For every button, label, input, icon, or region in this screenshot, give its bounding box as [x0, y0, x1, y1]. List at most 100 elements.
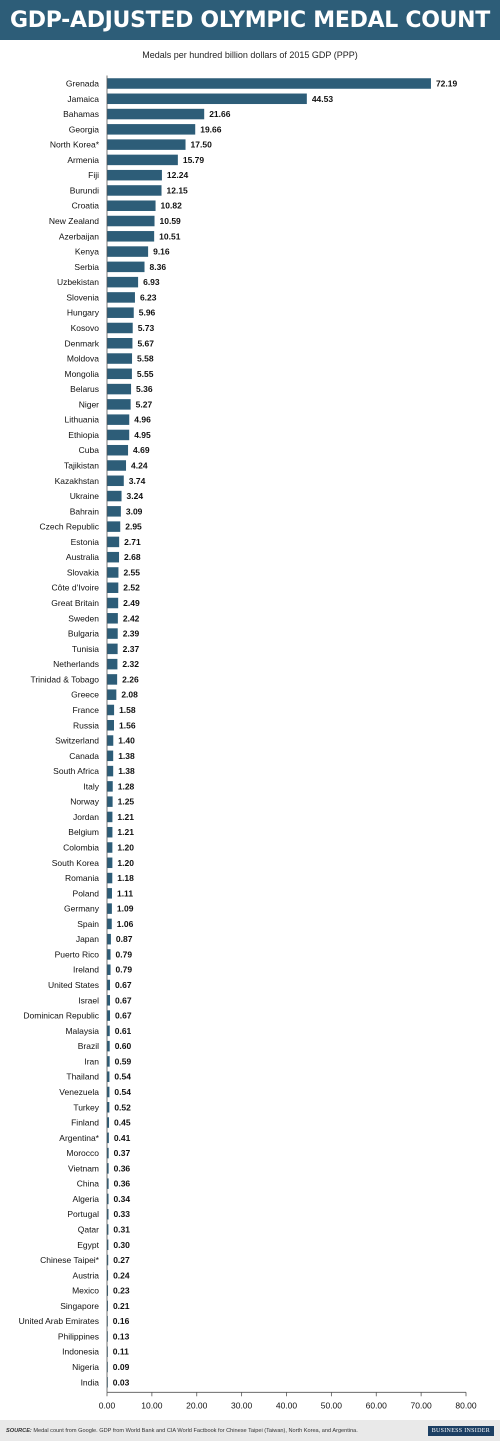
x-tick-label: 10.00 — [141, 1400, 163, 1410]
category-label: Kenya — [75, 247, 99, 257]
category-label: Jordan — [73, 812, 99, 822]
category-label: Puerto Rico — [55, 949, 100, 959]
bar — [107, 1193, 109, 1205]
category-label: Belarus — [70, 384, 99, 394]
category-label: Morocco — [66, 1148, 99, 1158]
bar — [107, 720, 115, 731]
category-label: Bulgaria — [68, 629, 99, 639]
value-label: 0.13 — [113, 1331, 130, 1341]
bar — [107, 1163, 109, 1174]
category-label: Algeria — [73, 1194, 100, 1204]
x-tick-label: 50.00 — [321, 1400, 343, 1410]
bar — [107, 353, 133, 364]
category-label: South Korea — [52, 858, 100, 868]
bar — [107, 1071, 110, 1082]
value-label: 0.03 — [113, 1377, 130, 1387]
category-label: Nigeria — [72, 1362, 99, 1372]
bar — [107, 200, 156, 211]
value-label: 2.71 — [124, 537, 141, 547]
category-label: Czech Republic — [39, 522, 99, 532]
bar — [107, 781, 113, 792]
category-label: Georgia — [69, 124, 100, 134]
bar — [107, 169, 162, 181]
value-label: 0.16 — [113, 1316, 130, 1326]
category-label: Ethiopia — [68, 430, 99, 440]
category-label: Qatar — [78, 1225, 99, 1235]
bar — [107, 93, 307, 105]
category-label: Israel — [78, 995, 99, 1005]
value-label: 1.40 — [118, 736, 135, 746]
value-label: 0.67 — [115, 995, 132, 1005]
category-label: Croatia — [72, 201, 100, 211]
value-label: 0.24 — [113, 1270, 130, 1280]
bar — [107, 1224, 109, 1235]
value-label: 0.79 — [116, 949, 133, 959]
value-label: 10.82 — [161, 201, 183, 211]
value-label: 10.51 — [159, 231, 181, 241]
source-note: SOURCE: Medal count from Google. GDP fro… — [6, 1428, 358, 1434]
bar — [107, 108, 205, 120]
category-label: Germany — [64, 904, 100, 914]
brand-logo: BUSINESS INSIDER — [427, 1425, 494, 1436]
category-label: Hungary — [67, 308, 100, 318]
bar — [107, 1086, 110, 1098]
bar — [107, 903, 112, 914]
value-label: 5.36 — [136, 384, 153, 394]
category-label: South Africa — [53, 766, 99, 776]
value-label: 2.42 — [123, 613, 140, 623]
value-label: 0.60 — [115, 1041, 132, 1051]
value-label: 6.23 — [140, 292, 157, 302]
value-label: 4.95 — [134, 430, 151, 440]
bar — [107, 949, 111, 960]
value-label: 1.25 — [118, 797, 135, 807]
category-label: Niger — [79, 399, 99, 409]
bar — [107, 704, 115, 716]
category-label: Azerbaijan — [59, 231, 99, 241]
category-label: Argentina* — [59, 1133, 99, 1143]
category-label: Bahrain — [70, 506, 100, 516]
x-tick-label: 40.00 — [276, 1400, 298, 1410]
category-label: Switzerland — [55, 736, 99, 746]
category-label: Burundi — [70, 185, 99, 195]
value-label: 0.09 — [113, 1362, 130, 1372]
value-label: 0.67 — [115, 1011, 132, 1021]
category-label: Côte d'Ivoire — [52, 583, 100, 593]
category-label: North Korea* — [50, 140, 100, 150]
value-label: 2.49 — [123, 598, 140, 608]
category-label: Japan — [76, 934, 99, 944]
bar — [107, 78, 431, 89]
bar — [107, 979, 111, 991]
category-label: Jamaica — [67, 94, 99, 104]
bar — [107, 307, 134, 318]
bar — [107, 597, 119, 609]
bar — [107, 643, 118, 655]
category-label: Ukraine — [70, 491, 100, 501]
category-label: Mongolia — [65, 369, 100, 379]
bar — [107, 628, 118, 639]
category-label: Philippines — [58, 1331, 99, 1341]
value-label: 0.41 — [114, 1133, 131, 1143]
bar — [107, 124, 196, 135]
category-label: Belgium — [68, 827, 99, 837]
value-label: 0.33 — [113, 1209, 130, 1219]
value-label: 6.93 — [143, 277, 160, 287]
bar — [107, 1025, 110, 1037]
category-label: Malaysia — [65, 1026, 99, 1036]
value-label: 2.95 — [125, 522, 142, 532]
category-label: China — [77, 1179, 99, 1189]
x-tick-label: 30.00 — [231, 1400, 253, 1410]
category-label: Moldova — [67, 354, 99, 364]
value-label: 1.09 — [117, 904, 134, 914]
bar — [107, 383, 132, 395]
value-label: 72.19 — [436, 79, 458, 89]
value-label: 2.37 — [123, 644, 140, 654]
value-label: 0.36 — [114, 1179, 131, 1189]
bar — [107, 429, 130, 441]
bar — [107, 888, 112, 899]
value-label: 5.96 — [139, 308, 156, 318]
category-label: Grenada — [66, 79, 99, 89]
bar — [107, 185, 162, 196]
value-label: 4.24 — [131, 461, 148, 471]
bar — [107, 246, 149, 257]
category-label: Mexico — [72, 1286, 99, 1296]
